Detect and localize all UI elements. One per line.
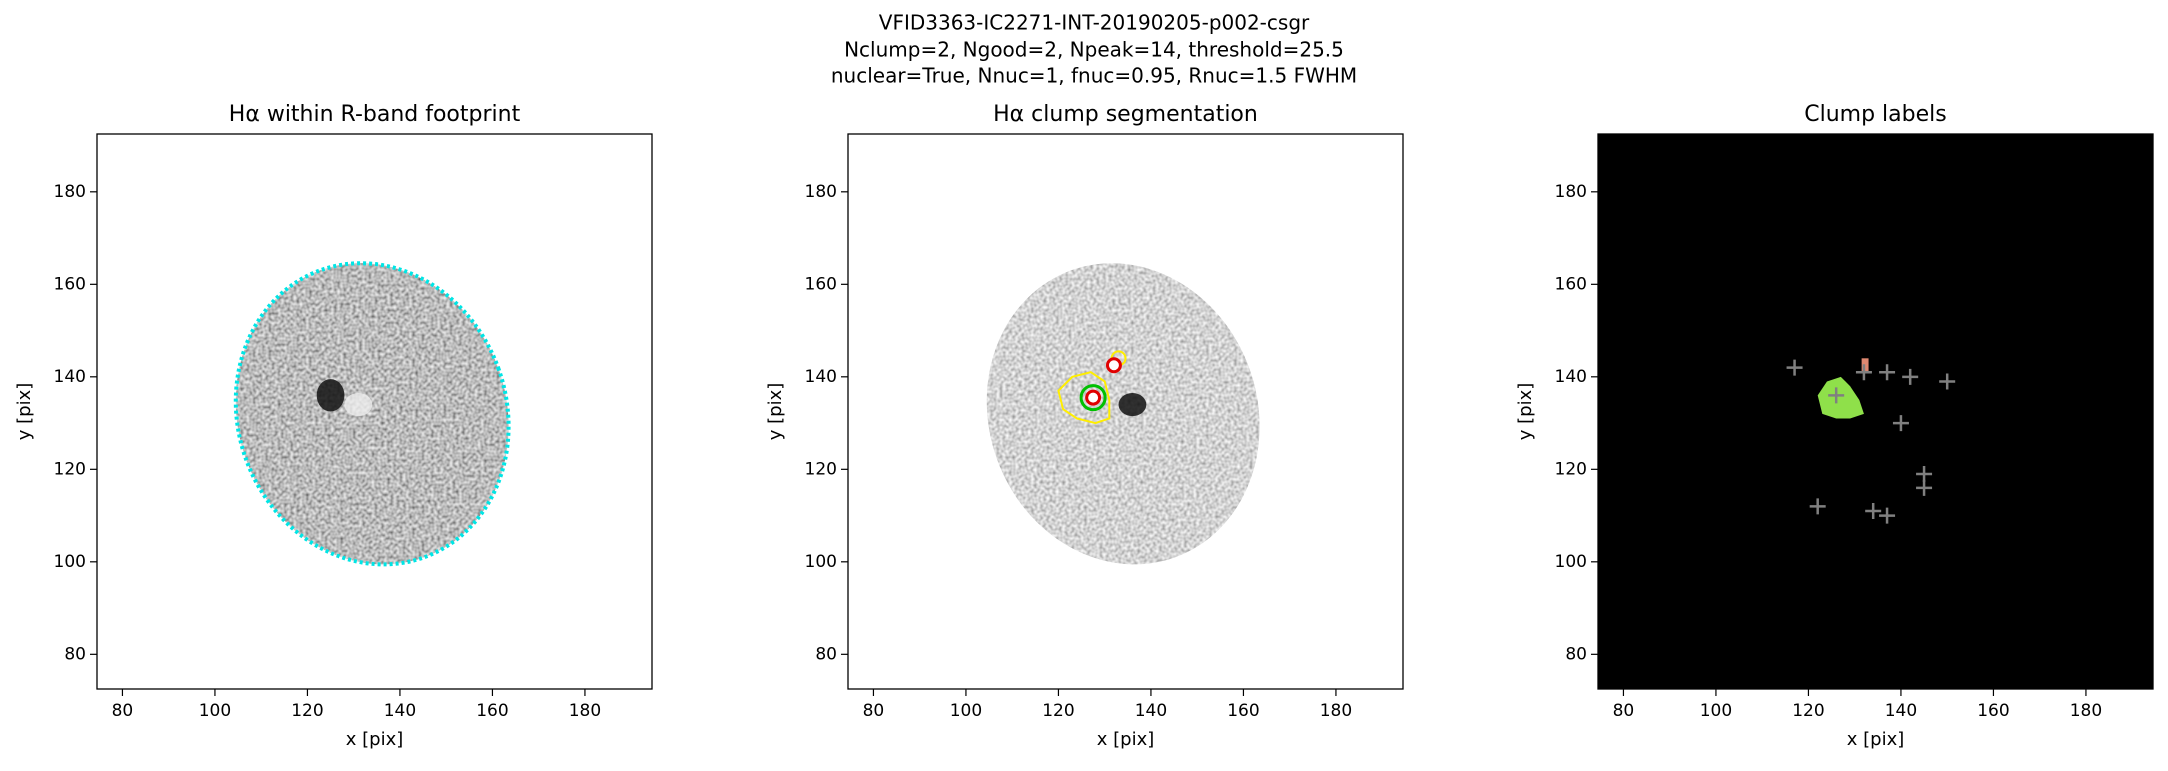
peak-marker: [1809, 498, 1826, 515]
peak-marker: [1879, 507, 1896, 524]
x-tick-label: 100: [199, 701, 231, 721]
peak-marker: [1892, 415, 1909, 432]
x-tick-label: 180: [569, 701, 601, 721]
peak-marker: [1855, 364, 1872, 381]
x-tick-label: 140: [384, 701, 416, 721]
y-tick-label: 160: [54, 274, 86, 294]
x-tick-label: 120: [1042, 701, 1074, 721]
x-tick-label: 80: [1613, 701, 1635, 721]
y-tick-label: 100: [805, 552, 837, 572]
panel: [97, 134, 652, 689]
x-tick-label: 160: [1227, 701, 1259, 721]
footprint-outline: [233, 261, 511, 567]
y-axis-label: y [pix]: [765, 383, 786, 441]
clump-marker: [1085, 389, 1102, 406]
y-tick-label: 80: [1565, 644, 1587, 664]
suptitle: nuclear=True, Nnuc=1, fnuc=0.95, Rnuc=1.…: [831, 64, 1357, 88]
bright-feature: [344, 393, 373, 417]
axes-frame: [1597, 133, 2154, 690]
x-tick-label: 160: [1977, 701, 2009, 721]
x-tick-label: 160: [476, 701, 508, 721]
dark-feature: [1118, 393, 1147, 417]
y-tick-label: 140: [805, 367, 837, 387]
y-tick-label: 180: [805, 182, 837, 202]
peak-marker: [1902, 368, 1919, 385]
y-tick-label: 120: [1555, 459, 1587, 479]
peak-marker: [1939, 373, 1956, 390]
y-tick-label: 140: [54, 367, 86, 387]
y-tick-label: 180: [54, 182, 86, 202]
suptitle: Nclump=2, Ngood=2, Npeak=14, threshold=2…: [844, 38, 1344, 62]
x-tick-label: 100: [1700, 701, 1732, 721]
x-axis-label: x [pix]: [346, 729, 404, 750]
x-tick-label: 140: [1885, 701, 1917, 721]
y-tick-label: 180: [1555, 182, 1587, 202]
y-tick-label: 100: [54, 552, 86, 572]
y-tick-label: 160: [805, 274, 837, 294]
axes-frame: [847, 133, 1404, 690]
x-tick-label: 180: [2070, 701, 2102, 721]
x-axis-label: x [pix]: [1847, 729, 1905, 750]
y-axis-label: y [pix]: [14, 383, 35, 441]
y-tick-label: 100: [1555, 552, 1587, 572]
y-tick-label: 80: [815, 644, 837, 664]
y-tick-label: 120: [805, 459, 837, 479]
x-tick-label: 140: [1135, 701, 1167, 721]
x-tick-label: 80: [863, 701, 885, 721]
x-tick-label: 120: [291, 701, 323, 721]
clump-label-1: [1817, 376, 1864, 419]
y-axis-label: y [pix]: [1515, 383, 1536, 441]
nuclear-ring: [1079, 384, 1107, 412]
panel-title: Hα within R-band footprint: [229, 102, 521, 127]
peak-marker: [1865, 502, 1882, 519]
y-tick-label: 140: [1555, 367, 1587, 387]
peak-marker: [1786, 359, 1803, 376]
panel: [1598, 134, 2153, 689]
y-tick-label: 160: [1555, 274, 1587, 294]
panel: [848, 134, 1403, 689]
x-tick-label: 180: [1320, 701, 1352, 721]
image-background: [1598, 134, 2153, 689]
x-tick-label: 120: [1792, 701, 1824, 721]
dark-feature: [316, 379, 345, 412]
y-tick-label: 80: [64, 644, 86, 664]
peak-marker: [1828, 387, 1845, 404]
clump-contour: [1057, 371, 1111, 425]
panel-title: Hα clump segmentation: [993, 102, 1258, 127]
clump-marker: [1105, 357, 1122, 374]
y-tick-label: 120: [54, 459, 86, 479]
suptitle: VFID3363-IC2271-INT-20190205-p002-csgr: [879, 11, 1310, 35]
peak-marker: [1916, 465, 1933, 482]
x-axis-label: x [pix]: [1097, 729, 1155, 750]
x-tick-label: 100: [950, 701, 982, 721]
panel-title: Clump labels: [1804, 102, 1946, 127]
x-tick-label: 80: [112, 701, 134, 721]
peak-marker: [1879, 364, 1896, 381]
peak-marker: [1916, 479, 1933, 496]
axes-frame: [96, 133, 653, 690]
